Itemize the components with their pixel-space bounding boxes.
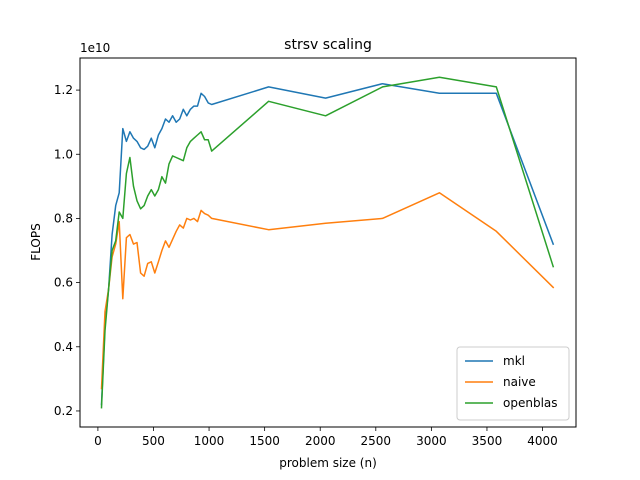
x-axis-label: problem size (n) — [279, 456, 377, 470]
y-axis-label: FLOPS — [29, 223, 43, 260]
x-tick-label: 500 — [142, 434, 165, 448]
y-offset-label: 1e10 — [80, 41, 110, 55]
legend-box — [456, 346, 570, 421]
x-tick-label: 4000 — [527, 434, 558, 448]
x-tick-label: 1500 — [249, 434, 280, 448]
legend-label-mkl: mkl — [503, 354, 525, 368]
y-tick-label: 0.6 — [54, 276, 73, 290]
plot-lines — [100, 76, 555, 409]
series-line-openblas — [100, 76, 555, 409]
x-tick-label: 2000 — [305, 434, 336, 448]
chart-title: strsv scaling — [284, 37, 372, 53]
legend-label-openblas: openblas — [503, 396, 558, 410]
series-line-mkl — [100, 82, 555, 406]
legend-label-naive: naive — [503, 375, 536, 389]
y-tick-label: 0.8 — [54, 211, 73, 225]
x-axis: 0 500 1000 1500 2000 2500 3000 3500 4000 — [94, 427, 558, 448]
x-tick-label: 0 — [94, 434, 102, 448]
y-tick-label: 0.4 — [54, 340, 73, 354]
legend: mkl naive openblas — [456, 346, 570, 421]
x-tick-label: 3500 — [472, 434, 503, 448]
x-tick-label: 2500 — [361, 434, 392, 448]
y-axis: 0.2 0.4 0.6 0.8 1.0 1.2 — [54, 83, 80, 418]
x-tick-label: 3000 — [416, 434, 447, 448]
y-tick-label: 1.0 — [54, 147, 73, 161]
plot-frame — [79, 57, 577, 428]
series-line-naive — [100, 192, 555, 390]
x-tick-label: 1000 — [194, 434, 225, 448]
y-tick-label: 0.2 — [54, 404, 73, 418]
y-tick-label: 1.2 — [54, 83, 73, 97]
